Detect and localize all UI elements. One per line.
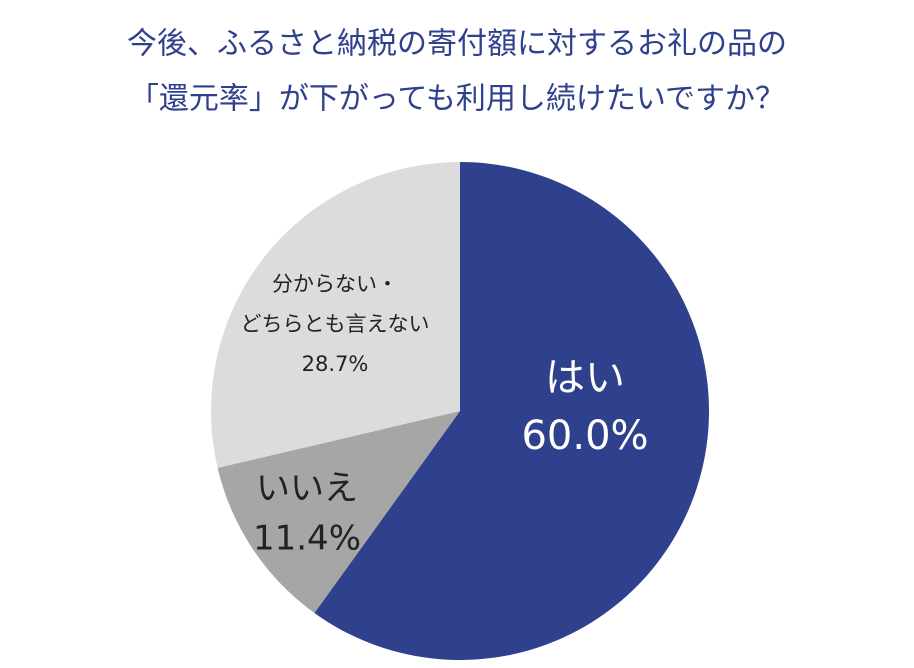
value-label: 11.4% — [253, 519, 361, 559]
slice-label: 分からない・ — [272, 272, 398, 296]
pie-slice — [314, 162, 709, 660]
slice-label: いいえ — [256, 469, 358, 509]
pie-slice — [211, 162, 460, 468]
slice-label: どちらとも言えない — [241, 312, 430, 336]
slice-label: はい — [545, 355, 625, 401]
chart-title: 「還元率」が下がっても利用し続けたいですか？ — [129, 82, 785, 117]
chart-title: 今後、ふるさと納税の寄付額に対するお礼の品の — [127, 27, 787, 62]
pie-slice — [217, 411, 460, 613]
value-label: 28.7% — [302, 352, 369, 376]
value-label: 60.0% — [521, 413, 648, 459]
